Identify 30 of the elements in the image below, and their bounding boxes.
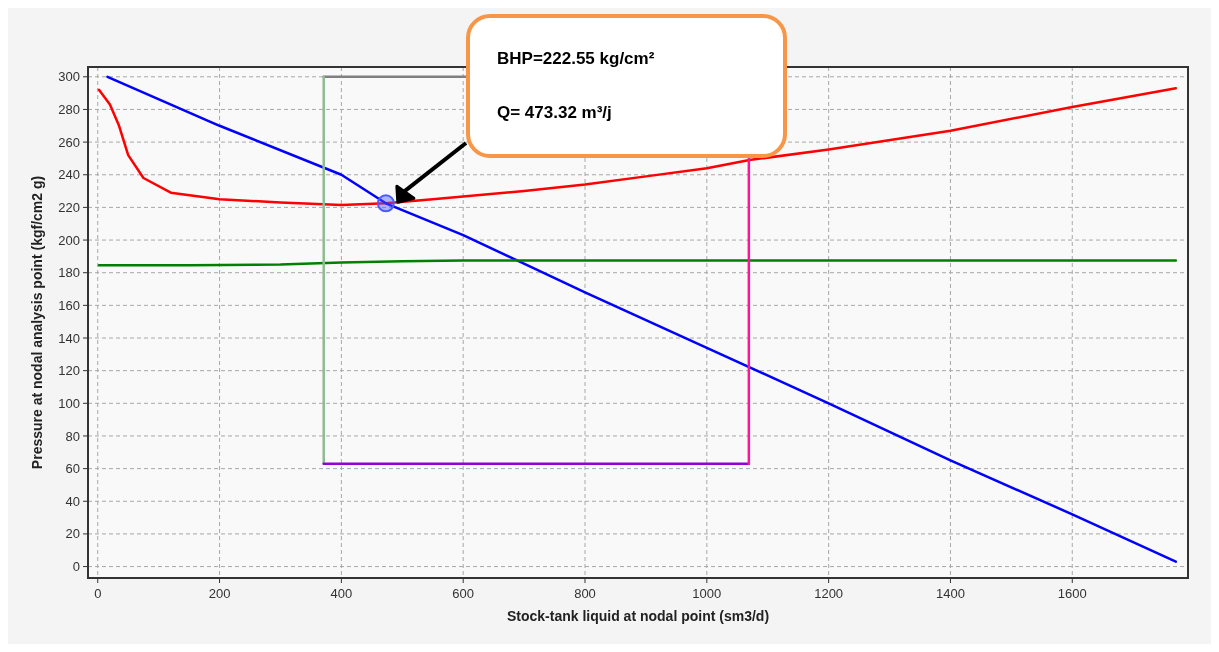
annotation: BHP=222.55 kg/cm² (497, 49, 655, 68)
y-tick-label: 120 (58, 363, 80, 379)
line-series (106, 75, 1178, 563)
y-tick-label: 140 (58, 330, 80, 346)
y-tick-label: 20 (65, 526, 80, 542)
x-tick-label: 400 (330, 586, 353, 601)
annotation: Q= 473.32 m³/j (497, 103, 612, 122)
x-tick-label: 1200 (814, 586, 844, 601)
x-tick-label: 1600 (1057, 586, 1087, 601)
x-tick-label: 800 (574, 586, 596, 601)
x-tick-label: 1400 (936, 586, 965, 601)
x-tick-label: 200 (208, 586, 231, 601)
x-tick-label: 600 (452, 586, 475, 601)
x-axis-title: Stock-tank liquid at nodal point (sm3/d) (506, 608, 770, 624)
y-tick-label: 240 (58, 167, 80, 183)
y-tick-label: 280 (58, 102, 80, 117)
y-tick-label: 100 (58, 395, 80, 411)
y-tick-label: 40 (65, 493, 80, 509)
y-axis-title: Pressure at nodal analysis point (kgf/cm2 g) (29, 175, 45, 470)
x-tick-label: 0 (94, 586, 102, 601)
y-tick-label: 180 (58, 265, 80, 281)
y-tick-label: 260 (58, 134, 80, 150)
y-tick-label: 160 (58, 297, 80, 313)
y-tick-label: 200 (58, 232, 80, 248)
y-tick-label: 80 (65, 428, 80, 444)
x-tick-label: 1000 (692, 586, 722, 601)
y-tick-label: 60 (65, 461, 80, 477)
y-tick-label: 220 (58, 199, 80, 215)
y-tick-label: 0 (72, 559, 80, 575)
y-tick-label: 300 (58, 69, 80, 85)
